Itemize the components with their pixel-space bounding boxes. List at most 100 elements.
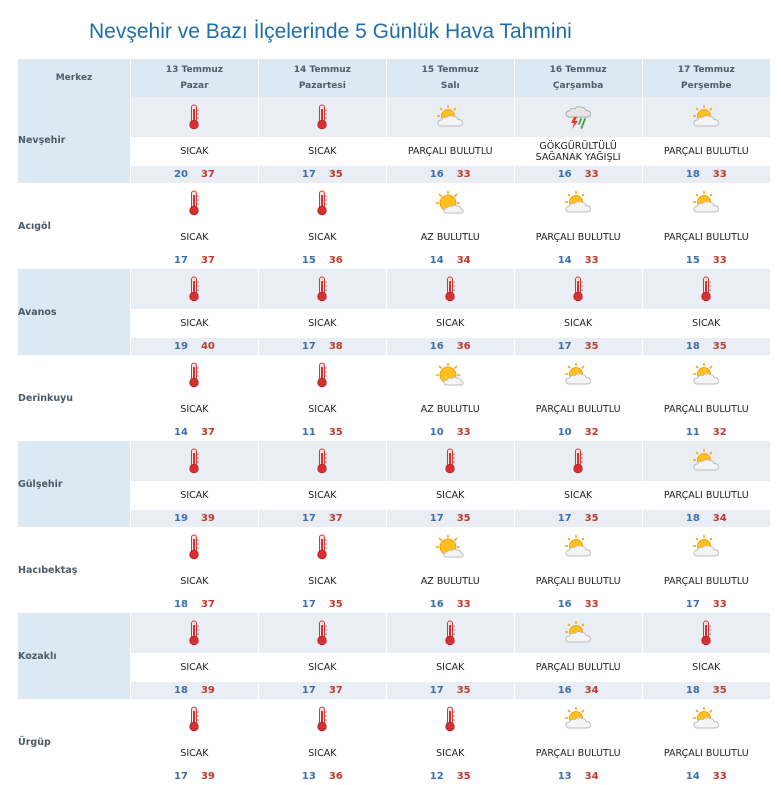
location-row: Acıgöl SICAK 17 37 SICAK 15 36 AZ BULUTLU 14 3… [17, 183, 770, 269]
thermometer-icon [258, 527, 386, 567]
partly-cloudy-icon [514, 699, 642, 739]
max-temperature: 37 [200, 255, 215, 266]
forecast-cell: PARÇALI BULUTLU 14 33 [513, 183, 643, 269]
weather-description: SICAK [514, 481, 642, 510]
temperature-range: 18 39 [131, 682, 258, 699]
temperature-range: 17 37 [258, 510, 386, 527]
max-temperature: 37 [200, 169, 215, 180]
weather-description-text: SICAK [180, 576, 209, 587]
min-temperature: 17 [301, 341, 316, 352]
weather-description-text: SICAK [308, 318, 337, 329]
thermometer-icon [131, 699, 258, 739]
temperature-range: 17 35 [258, 166, 386, 183]
temperature-range: 14 33 [514, 252, 642, 269]
weather-description: SICAK [642, 653, 770, 682]
partly-cloudy-icon [514, 613, 642, 653]
max-temperature: 35 [456, 513, 471, 524]
max-temperature: 36 [328, 771, 343, 782]
header-weekday: Çarşamba [552, 81, 604, 91]
forecast-cell: SICAK 17 38 [257, 269, 387, 355]
mostly-sunny-icon [386, 183, 514, 223]
weather-description-text: PARÇALI BULUTLU [663, 146, 749, 157]
weather-description: SICAK [131, 395, 258, 424]
min-temperature: 15 [301, 255, 316, 266]
header-date: 16 Temmuz [549, 65, 607, 75]
header-weekday: Salı [440, 81, 460, 91]
location-name: Derinkuyu [17, 355, 131, 441]
partly-cloudy-icon [642, 441, 770, 481]
forecast-cell: PARÇALI BULUTLU 10 32 [513, 355, 643, 441]
max-temperature: 39 [200, 685, 215, 696]
weather-description: AZ BULUTLU [386, 395, 514, 424]
weather-description-text: PARÇALI BULUTLU [535, 232, 621, 243]
weather-description-text: PARÇALI BULUTLU [663, 232, 749, 243]
temperature-range: 18 34 [642, 510, 770, 527]
thermometer-icon [386, 699, 514, 739]
forecast-cell: AZ BULUTLU 14 34 [385, 183, 515, 269]
location-row: Derinkuyu SICAK 14 37 SICAK 11 35 AZ BULUTLU… [17, 355, 770, 441]
temperature-range: 16 33 [514, 596, 642, 613]
min-temperature: 16 [429, 169, 444, 180]
temperature-range: 13 36 [258, 768, 386, 785]
header-date: 13 Temmuz [165, 65, 223, 75]
thermometer-icon [131, 183, 258, 223]
min-temperature: 18 [685, 169, 700, 180]
weather-description: SICAK [386, 481, 514, 510]
max-temperature: 32 [584, 427, 599, 438]
temperature-range: 20 37 [131, 166, 258, 183]
weather-description-text: SICAK [308, 662, 337, 673]
thermometer-icon [642, 613, 770, 653]
weather-description-text: SICAK [692, 318, 721, 329]
max-temperature: 33 [712, 255, 727, 266]
weather-description: SICAK [131, 137, 258, 166]
weather-description: SICAK [514, 309, 642, 338]
min-temperature: 14 [174, 427, 188, 438]
thermometer-icon [258, 183, 386, 223]
temperature-range: 14 34 [386, 252, 514, 269]
weather-description-text: PARÇALI BULUTLU [663, 404, 749, 415]
min-temperature: 14 [557, 255, 572, 266]
location-name: Kozaklı [17, 613, 131, 699]
weather-description: PARÇALI BULUTLU [514, 739, 642, 768]
forecast-cell: SICAK 17 37 [257, 441, 387, 527]
weather-description: GÖKGÜRÜLTÜLÜ SAĞANAK YAĞIŞLI [514, 137, 642, 166]
header-weekday: Pazar [180, 81, 209, 91]
weather-description-text: SICAK [180, 490, 209, 501]
thermometer-icon [258, 97, 386, 137]
min-temperature: 18 [685, 341, 700, 352]
min-temperature: 19 [174, 513, 188, 524]
partly-cloudy-icon [642, 527, 770, 567]
max-temperature: 34 [584, 771, 599, 782]
min-temperature: 17 [557, 341, 572, 352]
thermometer-icon [514, 441, 642, 481]
max-temperature: 33 [456, 599, 471, 610]
min-temperature: 20 [174, 169, 188, 180]
min-temperature: 14 [685, 771, 700, 782]
weather-description: SICAK [386, 739, 514, 768]
forecast-cell: SICAK 17 35 [385, 613, 515, 699]
temperature-range: 18 37 [131, 596, 258, 613]
partly-cloudy-icon [642, 183, 770, 223]
weather-description: PARÇALI BULUTLU [642, 567, 770, 596]
mostly-sunny-icon [386, 527, 514, 567]
temperature-range: 17 35 [514, 510, 642, 527]
forecast-cell: PARÇALI BULUTLU 16 33 [385, 97, 515, 183]
max-temperature: 39 [200, 771, 215, 782]
temperature-range: 12 35 [386, 768, 514, 785]
max-temperature: 32 [712, 427, 727, 438]
min-temperature: 17 [301, 599, 316, 610]
max-temperature: 36 [456, 341, 471, 352]
weather-description: SICAK [386, 309, 514, 338]
temperature-range: 17 33 [642, 596, 770, 613]
weather-description-text: SICAK [436, 490, 465, 501]
location-name: Gülşehir [17, 441, 131, 527]
header-day: 17 Temmuz Perşembe [641, 59, 770, 97]
weather-description-text: PARÇALI BULUTLU [535, 662, 621, 673]
location-row: Nevşehir SICAK 20 37 SICAK 17 35 PARÇALI BUL… [17, 97, 770, 183]
mostly-sunny-icon [386, 355, 514, 395]
temperature-range: 16 33 [514, 166, 642, 183]
header-weekday: Pazartesi [298, 81, 346, 91]
forecast-cell: SICAK 18 35 [641, 613, 770, 699]
thermometer-icon [386, 269, 514, 309]
min-temperature: 17 [174, 255, 188, 266]
